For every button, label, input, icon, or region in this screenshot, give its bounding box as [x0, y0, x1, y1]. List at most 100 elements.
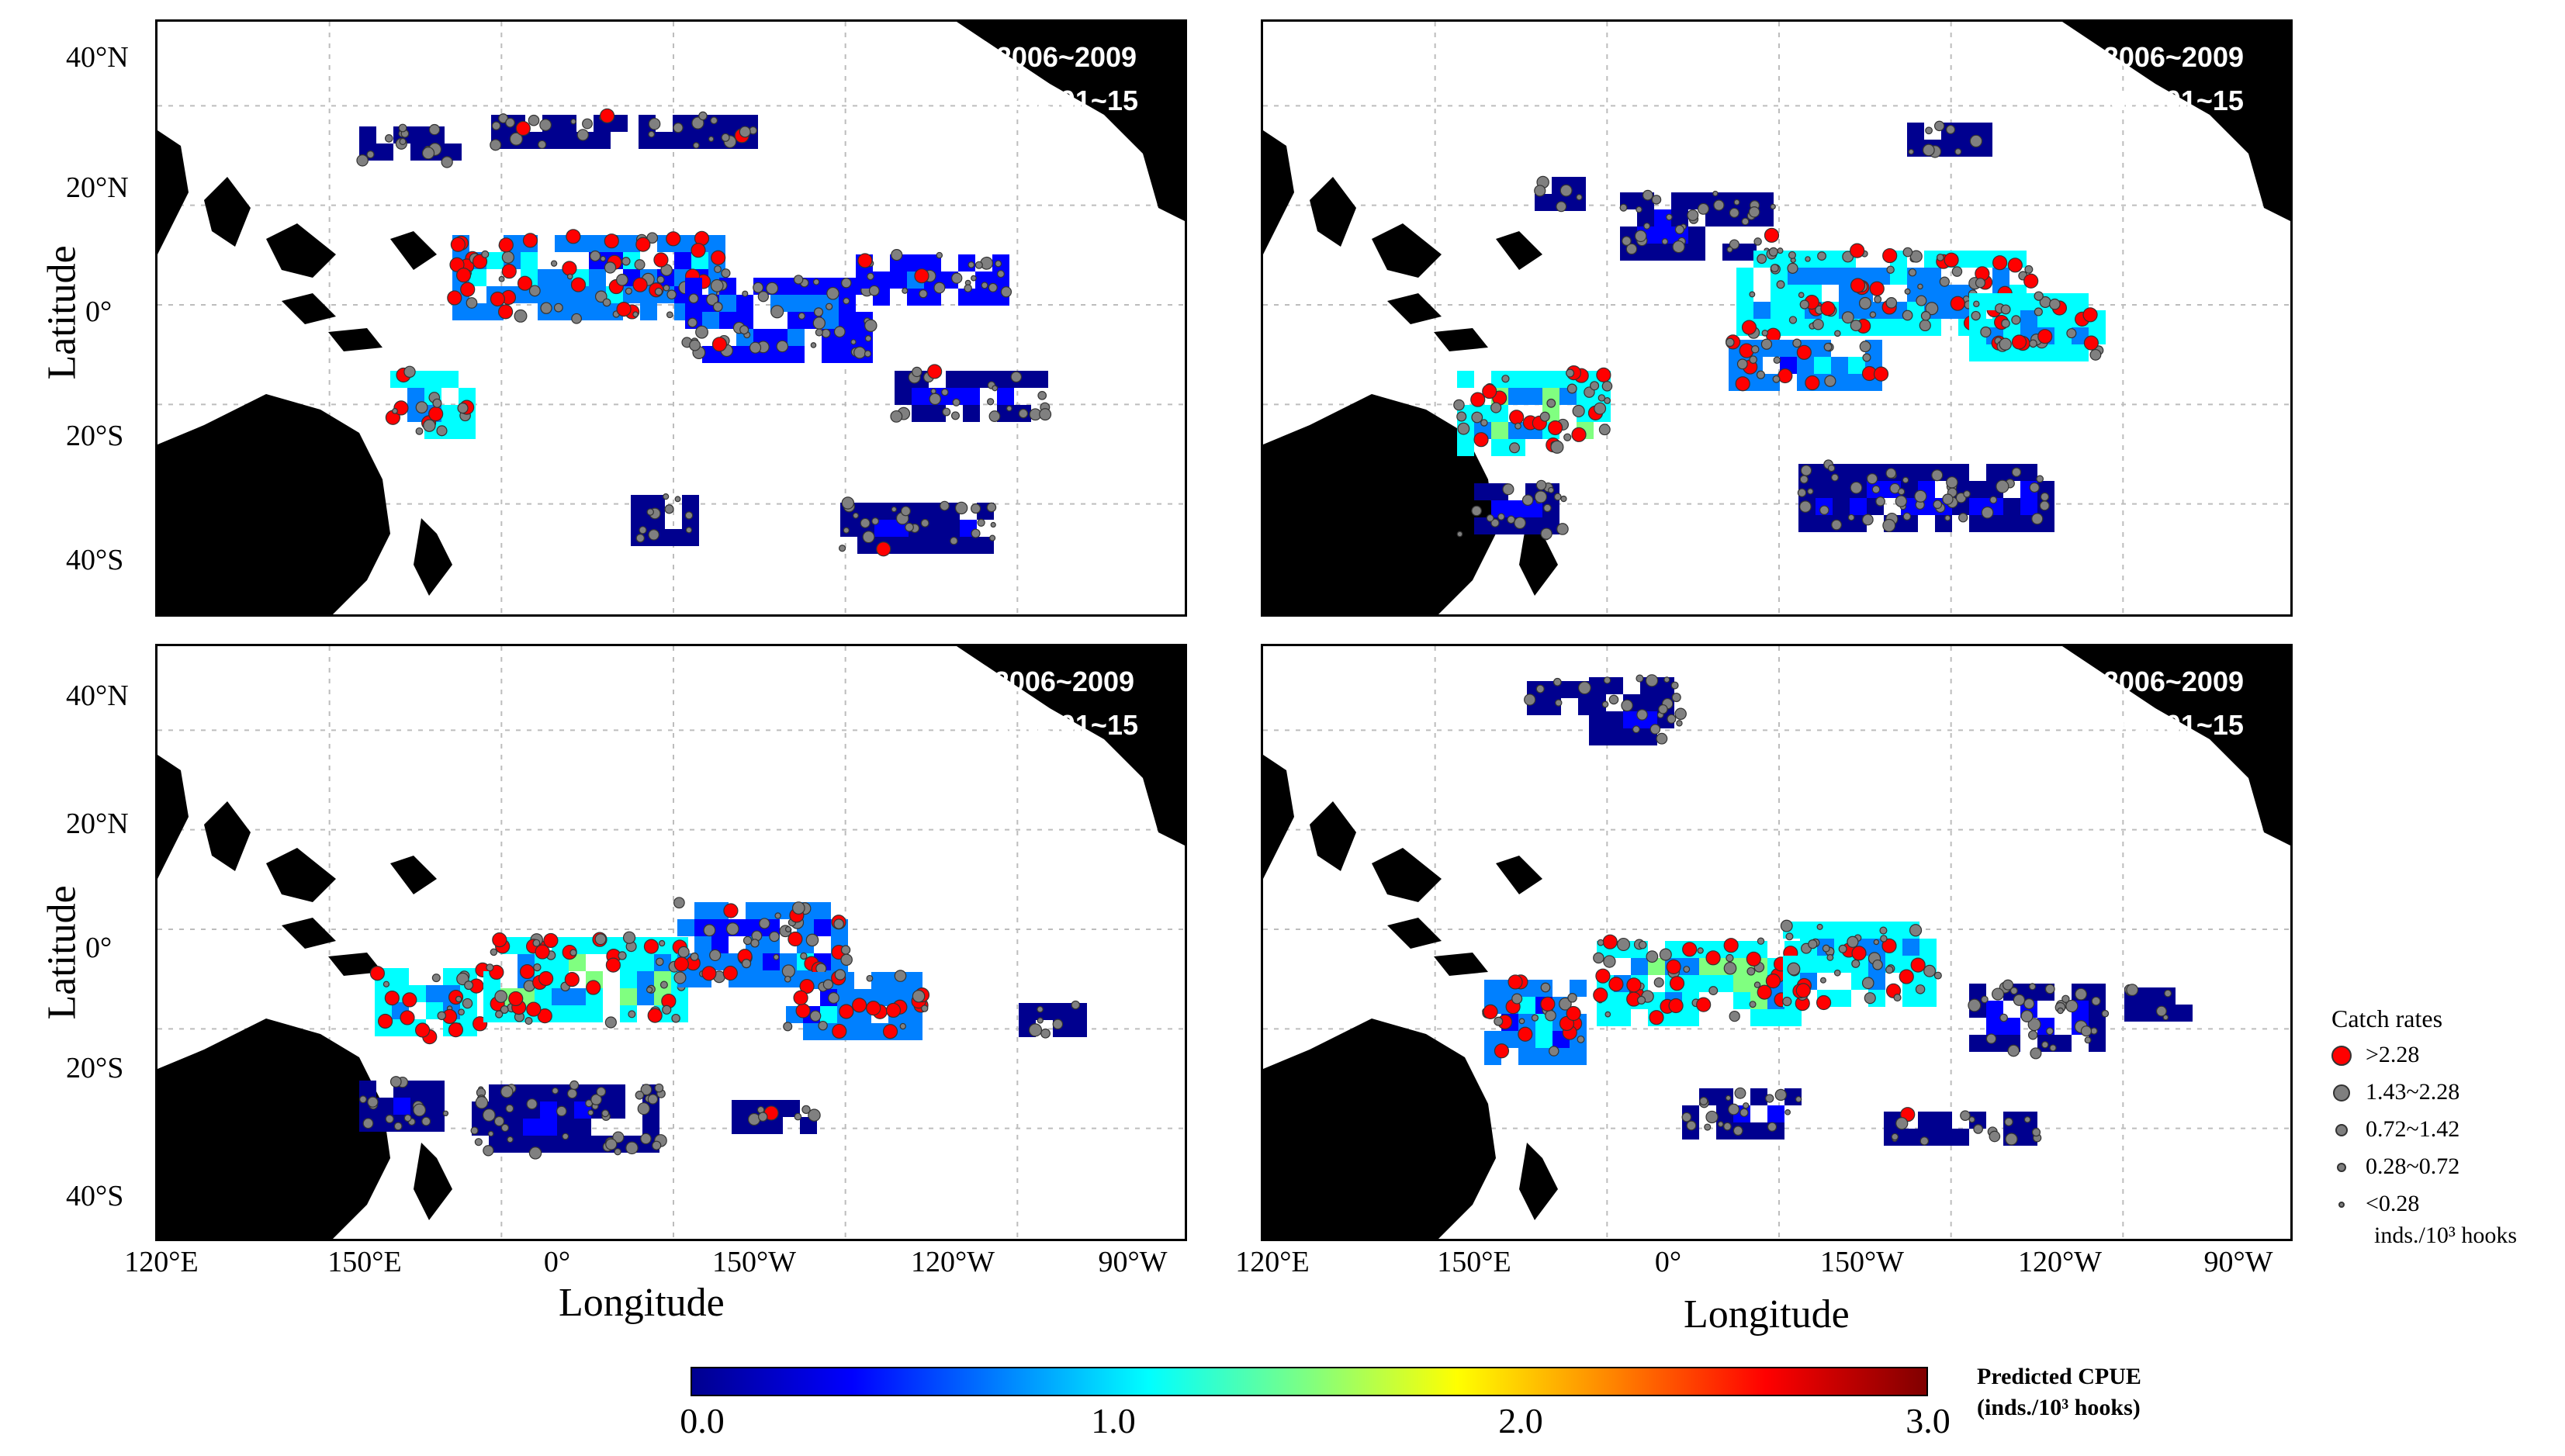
cpue-cell [557, 1119, 574, 1136]
catch-dot [1931, 469, 1944, 482]
catch-dot [1799, 500, 1812, 513]
catch-dot [1920, 310, 1931, 321]
catch-dot [950, 411, 960, 420]
cpue-cell [1606, 711, 1623, 728]
catch-dot [1006, 405, 1012, 412]
cpue-cell [623, 235, 640, 252]
cpue-colorbar [691, 1367, 1928, 1396]
catch-dot [457, 403, 469, 414]
high-catch-dot [616, 301, 632, 317]
cpue-cell [1688, 227, 1705, 244]
catch-dot [493, 1115, 505, 1127]
catch-dot [1597, 939, 1604, 946]
high-catch-dot [1473, 432, 1489, 448]
catch-dot [1879, 926, 1888, 935]
catch-dot [1919, 319, 1931, 332]
catch-dot [413, 1103, 427, 1117]
colorbar-tick: 1.0 [1091, 1401, 1136, 1440]
catch-dot [815, 328, 823, 337]
catch-dot [828, 992, 839, 1004]
catch-dot [605, 1138, 618, 1150]
colorbar-tick: 2.0 [1498, 1401, 1543, 1440]
cpue-cell [559, 132, 576, 149]
cpue-cell [746, 970, 763, 987]
catch-dot [659, 980, 668, 989]
cpue-cell [1597, 1009, 1614, 1026]
catch-dot [628, 1010, 636, 1019]
lat-label: 20°S [66, 420, 124, 452]
catch-dot [1777, 247, 1784, 254]
catch-dot [1874, 295, 1882, 303]
catch-dot [1699, 1096, 1708, 1105]
cpue-cell [1542, 371, 1559, 388]
cpue-cell [719, 295, 736, 312]
catch-dot [1776, 280, 1785, 289]
catch-dot [793, 275, 804, 285]
high-catch-dot [857, 253, 873, 268]
catch-dot [1756, 370, 1766, 379]
catch-dot [867, 272, 874, 281]
catch-dot [742, 290, 749, 297]
panel-period: 2006~2009 [2103, 41, 2244, 73]
catch-dot [1831, 519, 1842, 531]
catch-dot [989, 534, 996, 541]
map-panel-aug: 2006~2009 Aug. 01~15 [155, 644, 1187, 1241]
catch-dot [1712, 190, 1719, 197]
cpue-cell [1969, 344, 1986, 361]
high-catch-dot [1608, 977, 1624, 992]
cpue-cell [2089, 1035, 2106, 1052]
catch-dot [833, 326, 846, 338]
catch-dot [1834, 330, 1841, 337]
cpue-cell [1716, 1088, 1733, 1105]
cpue-cell [1640, 694, 1657, 711]
high-catch-dot [691, 243, 706, 258]
map-panel-oct: 2006~2009 Oct. 01~15 [1261, 644, 2293, 1241]
high-catch-dot [1950, 296, 1965, 311]
catch-dot [1958, 513, 1968, 523]
cpue-cell [1705, 209, 1722, 227]
catch-dot [2066, 328, 2077, 339]
catch-dot [1645, 674, 1659, 687]
cpue-cell [711, 919, 729, 936]
catch-dot [1822, 944, 1830, 953]
catch-dot [1841, 311, 1854, 324]
cpue-cell [905, 972, 922, 989]
catch-dot [673, 897, 685, 909]
land-shape [957, 22, 1185, 221]
catch-dot [1885, 965, 1894, 974]
high-catch-dot [788, 931, 803, 947]
cpue-cell [711, 936, 729, 953]
cpue-cell [1570, 1048, 1587, 1065]
cpue-cell [459, 388, 476, 405]
catch-dot [590, 250, 601, 262]
high-catch-dot [1509, 410, 1525, 425]
catch-dot [2007, 1044, 2020, 1057]
cpue-cell [1924, 285, 1941, 302]
catch-dot [1490, 402, 1502, 413]
high-catch-dot [647, 1008, 663, 1023]
catch-dot [590, 1094, 602, 1105]
cpue-cell [359, 1081, 376, 1098]
catch-dot [1549, 1046, 1559, 1057]
cpue-cell [682, 495, 699, 512]
land-shape [1387, 918, 1442, 949]
cpue-cell [1848, 357, 1865, 374]
catch-dot [1893, 994, 1902, 1002]
catch-dot [921, 1005, 929, 1012]
catch-dot [500, 1123, 510, 1133]
high-catch-dot [1723, 938, 1739, 953]
high-catch-dot [1482, 383, 1497, 399]
catch-dot [2080, 1025, 2092, 1037]
cpue-cell [542, 132, 559, 149]
high-catch-dot [570, 277, 587, 292]
catch-dot [708, 136, 715, 142]
catch-dot [1658, 704, 1668, 714]
cpue-cell [1800, 922, 1817, 939]
cpue-cell [555, 286, 572, 303]
catch-dot [1518, 1018, 1525, 1025]
catch-dot [1734, 1087, 1746, 1099]
catch-dot [505, 1104, 514, 1113]
high-catch-dot [535, 944, 550, 960]
land-shape [158, 130, 189, 254]
cpue-cell [685, 278, 702, 295]
